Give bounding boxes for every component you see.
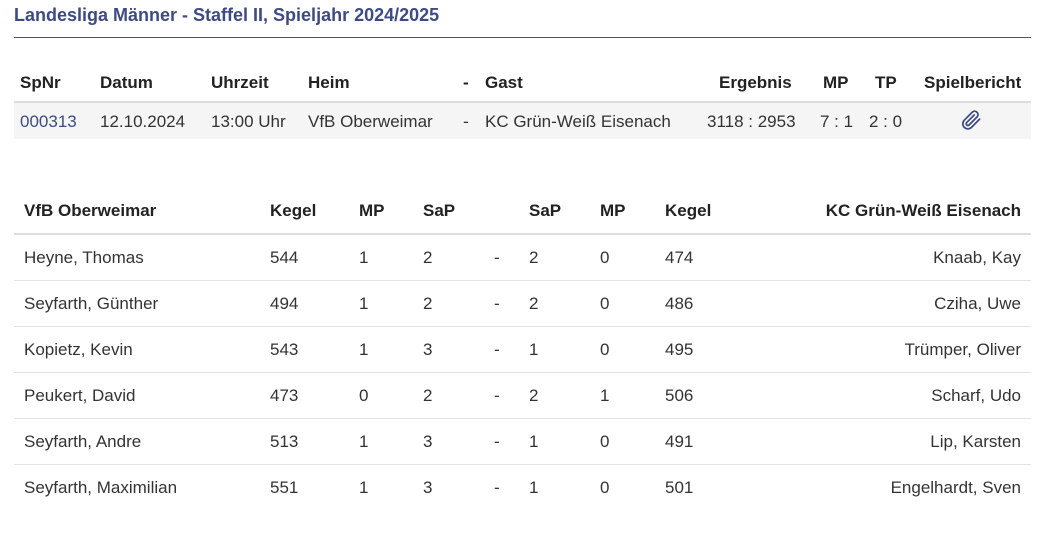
home-kegel: 494 — [270, 294, 299, 313]
match-dash: - — [463, 112, 469, 131]
header-heim: Heim — [308, 73, 350, 92]
match-time: 13:00 Uhr — [211, 112, 286, 131]
header-mp: MP — [823, 73, 849, 92]
away-kegel: 495 — [665, 340, 694, 359]
away-player-name: Trümper, Oliver — [904, 340, 1021, 359]
row-divider — [14, 326, 1031, 327]
away-player-name: Scharf, Udo — [931, 386, 1021, 405]
away-mp: 1 — [600, 386, 610, 405]
players-header-divider — [14, 233, 1031, 235]
away-sap: 1 — [529, 478, 539, 497]
row-dash: - — [494, 478, 500, 497]
header-spnr: SpNr — [20, 73, 61, 92]
away-mp: 0 — [600, 340, 610, 359]
away-kegel: 501 — [665, 478, 694, 497]
header-ergebnis: Ergebnis — [719, 73, 792, 92]
away-kegel: 486 — [665, 294, 694, 313]
header-spielbericht: Spielbericht — [924, 73, 1022, 92]
row-dash: - — [494, 340, 500, 359]
away-mp: 0 — [600, 478, 610, 497]
home-sap: 3 — [423, 432, 433, 451]
home-player-name: Kopietz, Kevin — [24, 340, 133, 359]
home-sap: 3 — [423, 478, 433, 497]
home-player-name: Peukert, David — [24, 386, 136, 405]
page-title: Landesliga Männer - Staffel II, Spieljah… — [14, 5, 440, 25]
away-sap: 1 — [529, 432, 539, 451]
header-kegel-home: Kegel — [270, 201, 317, 220]
home-kegel: 543 — [270, 340, 299, 359]
home-kegel: 544 — [270, 248, 299, 267]
home-kegel: 513 — [270, 432, 299, 451]
header-uhrzeit: Uhrzeit — [211, 73, 269, 92]
home-sap: 2 — [423, 294, 433, 313]
home-mp: 1 — [359, 294, 369, 313]
row-dash: - — [494, 294, 500, 313]
header-mp-home: MP — [359, 201, 385, 220]
title-divider — [14, 37, 1031, 38]
match-row — [14, 103, 1031, 139]
match-mp: 7 : 1 — [820, 112, 854, 131]
header-dash: - — [463, 73, 469, 92]
home-player-name: Seyfarth, Andre — [24, 432, 142, 451]
match-header-divider — [14, 101, 1031, 103]
header-datum: Datum — [100, 73, 153, 92]
row-divider — [14, 418, 1031, 419]
header-away-team: KC Grün-Weiß Eisenach — [825, 201, 1021, 220]
home-sap: 2 — [423, 248, 433, 267]
away-sap: 2 — [529, 294, 539, 313]
home-mp: 1 — [359, 248, 369, 267]
paperclip-icon[interactable] — [960, 109, 982, 131]
row-divider — [14, 372, 1031, 373]
row-divider — [14, 464, 1031, 465]
away-mp: 0 — [600, 432, 610, 451]
away-mp: 0 — [600, 294, 610, 313]
match-home-team: VfB Oberweimar — [308, 112, 433, 131]
away-player-name: Cziha, Uwe — [934, 294, 1021, 313]
home-mp: 1 — [359, 478, 369, 497]
home-player-name: Seyfarth, Maximilian — [24, 478, 178, 497]
header-gast: Gast — [485, 73, 523, 92]
row-dash: - — [494, 248, 500, 267]
away-kegel: 506 — [665, 386, 694, 405]
away-kegel: 474 — [665, 248, 694, 267]
match-away-team: KC Grün-Weiß Eisenach — [485, 112, 671, 131]
match-result: 3118 : 2953 — [707, 112, 796, 131]
away-player-name: Lip, Karsten — [930, 432, 1021, 451]
away-sap: 1 — [529, 340, 539, 359]
header-mp-away: MP — [600, 201, 626, 220]
home-sap: 3 — [423, 340, 433, 359]
header-home-team: VfB Oberweimar — [24, 201, 157, 220]
header-tp: TP — [875, 73, 897, 92]
home-player-name: Heyne, Thomas — [24, 248, 144, 267]
header-kegel-away: Kegel — [665, 201, 712, 220]
row-divider — [14, 280, 1031, 281]
away-mp: 0 — [600, 248, 610, 267]
row-dash: - — [494, 432, 500, 451]
match-number-link[interactable]: 000313 — [20, 112, 77, 131]
home-mp: 1 — [359, 340, 369, 359]
home-mp: 1 — [359, 432, 369, 451]
match-date: 12.10.2024 — [100, 112, 186, 131]
away-sap: 2 — [529, 248, 539, 267]
home-kegel: 551 — [270, 478, 299, 497]
away-player-name: Knaab, Kay — [933, 248, 1021, 267]
header-sap-home: SaP — [423, 201, 456, 220]
home-sap: 2 — [423, 386, 433, 405]
home-player-name: Seyfarth, Günther — [24, 294, 159, 313]
home-kegel: 473 — [270, 386, 299, 405]
row-dash: - — [494, 386, 500, 405]
away-player-name: Engelhardt, Sven — [890, 478, 1021, 497]
away-sap: 2 — [529, 386, 539, 405]
home-mp: 0 — [359, 386, 369, 405]
match-tp: 2 : 0 — [869, 112, 903, 131]
header-sap-away: SaP — [529, 201, 562, 220]
away-kegel: 491 — [665, 432, 694, 451]
